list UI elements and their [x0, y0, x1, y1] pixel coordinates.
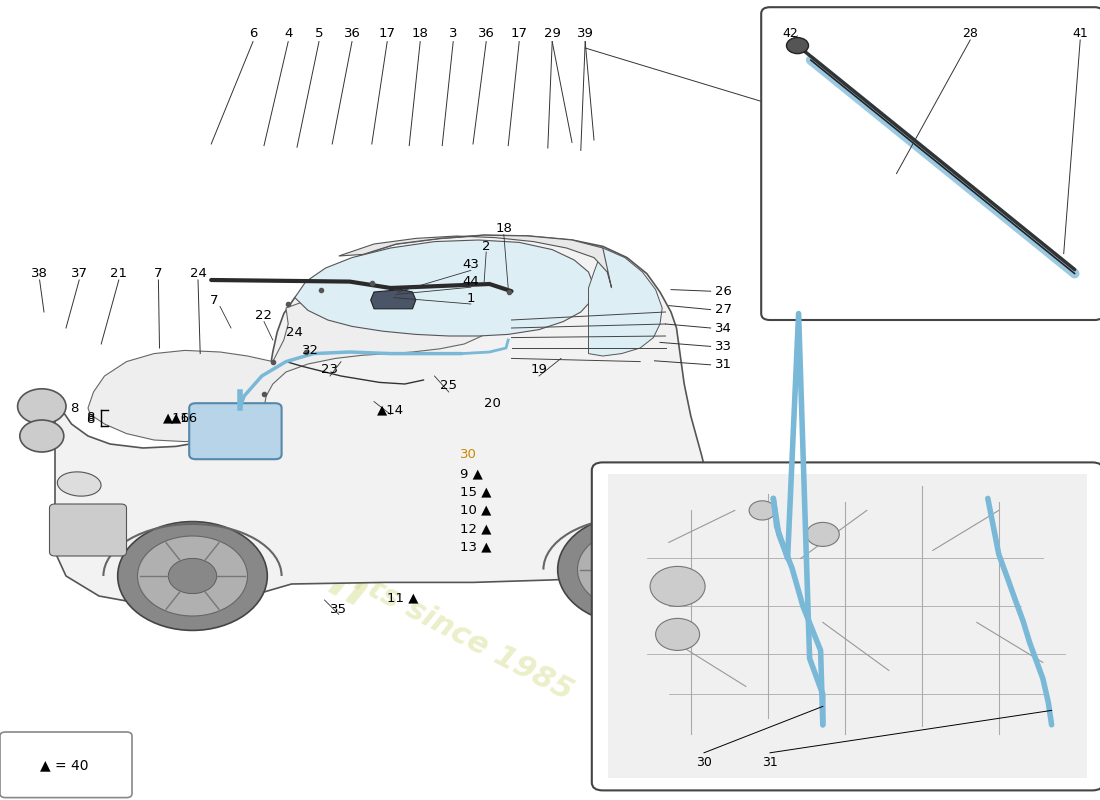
Circle shape: [558, 515, 707, 624]
Text: 44: 44: [462, 275, 480, 288]
Text: 8: 8: [86, 411, 95, 424]
Text: 28: 28: [962, 27, 978, 40]
Text: 43: 43: [462, 258, 480, 271]
FancyBboxPatch shape: [592, 462, 1100, 790]
Text: for parts since 1985: for parts since 1985: [258, 518, 578, 706]
Text: 13 ▲: 13 ▲: [460, 541, 492, 554]
Text: ▲14: ▲14: [377, 403, 404, 416]
Text: 12 ▲: 12 ▲: [460, 522, 492, 535]
Text: 9 ▲: 9 ▲: [460, 467, 483, 480]
Text: 1: 1: [466, 292, 475, 305]
Text: 31: 31: [762, 756, 778, 769]
Text: 18: 18: [411, 27, 429, 40]
Text: 8: 8: [70, 402, 79, 414]
Circle shape: [608, 552, 657, 587]
Polygon shape: [339, 235, 612, 288]
Text: 35: 35: [330, 603, 348, 616]
Circle shape: [650, 566, 705, 606]
Circle shape: [578, 530, 688, 610]
Text: 8: 8: [86, 413, 95, 426]
Circle shape: [20, 420, 64, 452]
Text: 6: 6: [249, 27, 257, 40]
Text: 10 ▲: 10 ▲: [460, 504, 492, 517]
Text: 11 ▲: 11 ▲: [387, 592, 419, 605]
Text: ▲16: ▲16: [163, 411, 190, 424]
Text: ▲ = 40: ▲ = 40: [40, 758, 88, 772]
Text: 31: 31: [715, 358, 733, 371]
Polygon shape: [588, 248, 662, 356]
Text: 34: 34: [715, 322, 733, 334]
Text: 17: 17: [510, 27, 528, 40]
FancyBboxPatch shape: [0, 732, 132, 798]
Circle shape: [786, 38, 808, 54]
Circle shape: [656, 618, 700, 650]
Text: 23: 23: [321, 363, 339, 376]
Text: 3: 3: [449, 27, 458, 40]
Text: 19: 19: [530, 363, 548, 376]
FancyBboxPatch shape: [189, 403, 282, 459]
Text: 30: 30: [696, 756, 712, 769]
Circle shape: [18, 389, 66, 424]
Circle shape: [138, 536, 248, 616]
Text: 30: 30: [460, 448, 476, 461]
Text: 22: 22: [255, 309, 273, 322]
Text: 38: 38: [31, 267, 48, 280]
Polygon shape: [371, 290, 416, 309]
Text: 41: 41: [1072, 27, 1088, 40]
Polygon shape: [55, 235, 713, 604]
Text: 26: 26: [715, 285, 733, 298]
Text: 29: 29: [543, 27, 561, 40]
Circle shape: [749, 501, 775, 520]
Circle shape: [118, 522, 267, 630]
Text: 4: 4: [284, 27, 293, 40]
Text: 15 ▲: 15 ▲: [460, 486, 492, 498]
Text: 42: 42: [782, 27, 797, 40]
Text: a passion: a passion: [106, 439, 378, 617]
Text: 24: 24: [286, 326, 304, 339]
Text: 37: 37: [70, 267, 88, 280]
FancyBboxPatch shape: [608, 474, 1087, 778]
Text: 18: 18: [495, 222, 513, 234]
Text: 33: 33: [715, 340, 733, 353]
Text: 39: 39: [576, 27, 594, 40]
Text: 36: 36: [343, 27, 361, 40]
Text: 2: 2: [482, 240, 491, 253]
Circle shape: [168, 558, 217, 594]
Ellipse shape: [57, 472, 101, 496]
Text: 36: 36: [477, 27, 495, 40]
Text: 32: 32: [301, 344, 319, 357]
Text: 21: 21: [110, 267, 128, 280]
Text: 24: 24: [189, 267, 207, 280]
Text: 7: 7: [154, 267, 163, 280]
Text: 20: 20: [484, 397, 502, 410]
FancyBboxPatch shape: [761, 7, 1100, 320]
Circle shape: [806, 522, 839, 546]
Polygon shape: [88, 276, 512, 442]
FancyBboxPatch shape: [50, 504, 127, 556]
Polygon shape: [295, 240, 594, 336]
Text: 17: 17: [378, 27, 396, 40]
Text: 27: 27: [715, 303, 733, 316]
Text: 25: 25: [440, 379, 458, 392]
Text: 7: 7: [210, 294, 219, 307]
Text: 5: 5: [315, 27, 323, 40]
Text: ▲16: ▲16: [172, 411, 198, 424]
